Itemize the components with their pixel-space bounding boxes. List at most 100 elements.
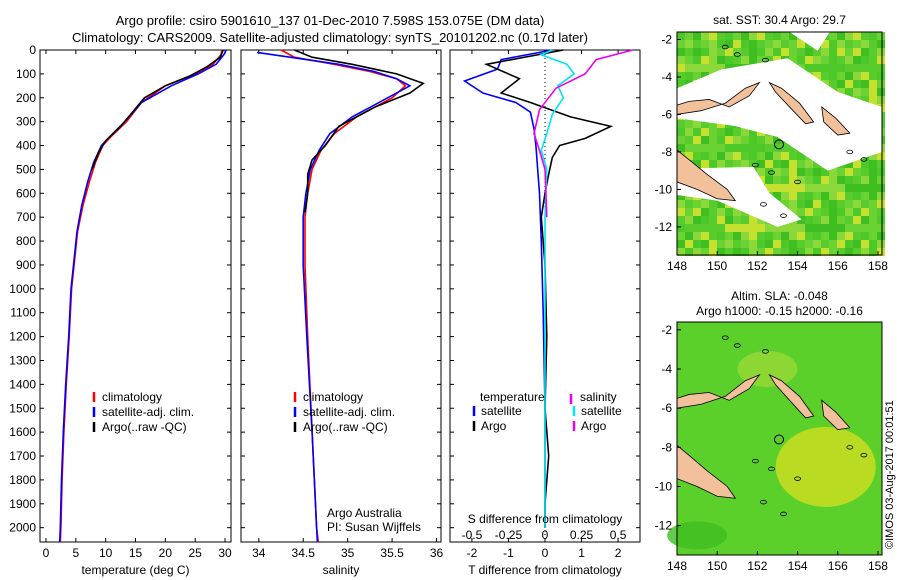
sst-cell: [869, 72, 877, 80]
sst-cell: [805, 48, 813, 56]
sst-cell: [685, 32, 693, 40]
sst-cell: [845, 80, 853, 88]
sst-cell: [741, 136, 749, 144]
island-outline: [733, 52, 741, 57]
sst-cell: [717, 224, 725, 232]
sst-cell: [709, 48, 717, 56]
sst-cell: [805, 208, 813, 216]
sst-cell: [765, 144, 773, 152]
sst-cell: [781, 200, 789, 208]
sst-cell: [877, 56, 885, 64]
sst-cell: [837, 176, 845, 184]
x-axis-label-top: S difference from climatology: [468, 512, 623, 526]
map-y-tick-label: -2: [661, 323, 672, 337]
sst-cell: [765, 232, 773, 240]
x-tick-label: 25: [189, 546, 203, 560]
sst-cell: [845, 88, 853, 96]
sst-cell: [741, 232, 749, 240]
sst-cell: [877, 224, 885, 232]
sst-cell: [781, 184, 789, 192]
sst-cell: [693, 224, 701, 232]
sst-cell: [709, 144, 717, 152]
island-outline: [762, 57, 769, 63]
sst-cell: [685, 224, 693, 232]
sst-cell: [829, 224, 837, 232]
sst-cell: [741, 40, 749, 48]
sst-cell: [813, 176, 821, 184]
title-line-1: Argo profile: csiro 5901610_137 01-Dec-2…: [115, 13, 545, 28]
sst-cell: [869, 168, 877, 176]
sst-cell: [701, 160, 709, 168]
x-tick-label-salinity: 0: [542, 528, 549, 542]
sst-cell: [773, 40, 781, 48]
sst-cell: [789, 32, 797, 40]
sst-cell: [701, 224, 709, 232]
sst-cell: [789, 168, 797, 176]
sst-cell: [757, 48, 765, 56]
sst-cell: [741, 48, 749, 56]
sst-cell: [741, 240, 749, 248]
sst-cell: [757, 232, 765, 240]
sst-cell: [677, 40, 685, 48]
sst-cell: [725, 224, 733, 232]
x-tick-label: 35: [341, 546, 355, 560]
no-data-region: [789, 32, 830, 51]
sst-cell: [853, 40, 861, 48]
sst-cell: [677, 144, 685, 152]
x-tick-label: 34.5: [292, 546, 316, 560]
sst-cell: [709, 128, 717, 136]
sst-cell: [701, 240, 709, 248]
sst-cell: [781, 232, 789, 240]
island-outline: [780, 511, 787, 517]
sst-cell: [813, 240, 821, 248]
sst-cell: [725, 208, 733, 216]
sst-cell: [701, 128, 709, 136]
sst-cell: [725, 64, 733, 72]
sst-cell: [837, 32, 845, 40]
sst-cell: [829, 72, 837, 80]
sst-cell: [717, 216, 725, 224]
annotation-institution: Argo Australia: [327, 506, 402, 520]
annotation-pi: PI: Susan Wijffels: [327, 520, 421, 534]
sst-cell: [853, 248, 861, 256]
x-tick-label-salinity: -0.5: [462, 528, 483, 542]
sst-cell: [749, 136, 757, 144]
y-tick-label: 1900: [9, 497, 36, 511]
sst-cell: [677, 216, 685, 224]
sst-cell: [821, 184, 829, 192]
sst-cell: [709, 240, 717, 248]
sst-cell: [701, 208, 709, 216]
land-mass: [768, 81, 815, 125]
sst-cell: [869, 200, 877, 208]
sst-cell: [685, 72, 693, 80]
legend-item: climatology: [102, 390, 162, 404]
sst-cell: [821, 56, 829, 64]
sst-cell: [869, 48, 877, 56]
sst-cell: [741, 152, 749, 160]
sst-cell: [749, 40, 757, 48]
sst-cell: [813, 64, 821, 72]
sst-cell: [741, 144, 749, 152]
legend-heading-temperature: temperature: [480, 390, 545, 404]
sst-cell: [877, 72, 885, 80]
sst-cell: [853, 232, 861, 240]
panel-difference: [449, 49, 641, 543]
sst-cell: [797, 152, 805, 160]
y-tick-label: 1600: [9, 425, 36, 439]
island-outline: [860, 157, 868, 162]
sst-cell: [765, 184, 773, 192]
island-outline: [768, 466, 775, 472]
sst-cell: [709, 136, 717, 144]
sst-cell: [821, 240, 829, 248]
sst-cell: [677, 208, 685, 216]
sst-cell: [877, 200, 885, 208]
map-sst_map: 148 150 152 154 156 158 -2 -4 -6 -8 -10 -12 sat. SST…: [655, 13, 889, 273]
map-x-tick-label: 156: [828, 559, 848, 573]
map-x-tick-label: 148: [667, 559, 687, 573]
sst-cell: [861, 208, 869, 216]
sst-cell: [861, 88, 869, 96]
sst-cell: [765, 160, 773, 168]
sst-cell: [821, 168, 829, 176]
sst-cell: [837, 184, 845, 192]
